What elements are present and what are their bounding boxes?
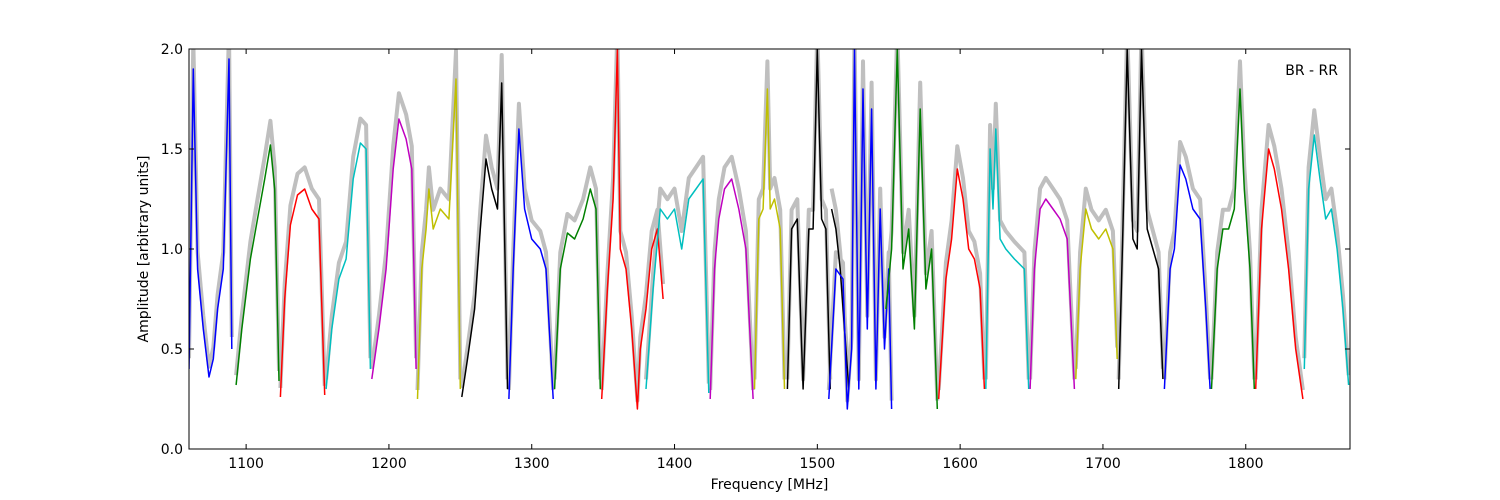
series-line-9 xyxy=(600,49,664,410)
background-series-23 xyxy=(1209,59,1257,380)
background-series-16 xyxy=(883,49,940,401)
series-line-3 xyxy=(325,142,372,390)
background-series-5 xyxy=(415,49,463,391)
background-series-25 xyxy=(1302,108,1350,376)
background-series-19 xyxy=(1028,176,1077,380)
background-series-24 xyxy=(1253,123,1305,391)
series-line-4 xyxy=(371,118,417,380)
series-line-25 xyxy=(1303,134,1350,386)
background-series-1 xyxy=(234,118,281,376)
x-tick-label: 1600 xyxy=(942,456,978,472)
background-series-3 xyxy=(324,116,373,380)
background-series-11 xyxy=(708,154,756,391)
series-line-23 xyxy=(1210,88,1256,390)
y-axis-label: Amplitude [arbitrary units] xyxy=(136,156,152,343)
series-line-15 xyxy=(828,49,893,410)
series-line-12 xyxy=(753,88,786,390)
background-series-2 xyxy=(278,165,327,388)
series-line-24 xyxy=(1254,148,1304,400)
x-tick-label: 1300 xyxy=(514,456,550,472)
background-series-8 xyxy=(552,165,603,380)
y-tick-label: 1.0 xyxy=(161,242,183,258)
series-line-8 xyxy=(553,188,602,390)
series-line-18 xyxy=(985,128,1030,390)
series-line-17 xyxy=(937,168,986,400)
series-line-20 xyxy=(1075,208,1118,380)
background-series-18 xyxy=(983,101,1031,380)
background-series-22 xyxy=(1162,140,1213,380)
x-tick-label: 1800 xyxy=(1228,456,1264,472)
x-tick-label: 1500 xyxy=(800,456,836,472)
plot-area xyxy=(188,48,1351,450)
y-axis: 0.0 0.5 1.0 1.5 2.0 xyxy=(161,42,1350,458)
background-series-17 xyxy=(936,144,987,391)
y-tick-label: 1.5 xyxy=(161,142,183,158)
series-layer xyxy=(189,49,1350,410)
series-line-2 xyxy=(279,188,326,398)
x-tick-label: 1400 xyxy=(657,456,693,472)
background-series-6 xyxy=(459,53,510,389)
series-line-16 xyxy=(885,49,939,410)
series-line-10 xyxy=(645,178,710,394)
background-series-20 xyxy=(1073,186,1120,369)
x-axis-label: Frequency [MHz] xyxy=(711,477,829,493)
series-line-6 xyxy=(461,82,509,398)
background-series-13 xyxy=(785,49,833,382)
background-series-7 xyxy=(506,101,556,391)
series-line-0 xyxy=(189,58,233,378)
x-tick-label: 1100 xyxy=(228,456,264,472)
chart-annotation: BR - RR xyxy=(1285,63,1338,79)
series-line-22 xyxy=(1163,164,1211,390)
series-line-11 xyxy=(709,178,754,400)
y-tick-label: 2.0 xyxy=(161,42,183,58)
series-line-5 xyxy=(416,78,462,400)
series-line-1 xyxy=(235,144,280,386)
series-line-19 xyxy=(1029,198,1076,390)
y-tick-label: 0.5 xyxy=(161,342,183,358)
background-series-4 xyxy=(369,91,419,370)
x-tick-label: 1700 xyxy=(1085,456,1121,472)
series-line-21 xyxy=(1117,49,1164,390)
x-tick-label: 1200 xyxy=(371,456,407,472)
series-line-13 xyxy=(786,49,831,390)
y-tick-label: 0.0 xyxy=(161,442,183,458)
series-line-7 xyxy=(508,128,554,400)
x-axis: 1100 1200 1300 1400 1500 1600 1700 1800 xyxy=(228,49,1264,472)
